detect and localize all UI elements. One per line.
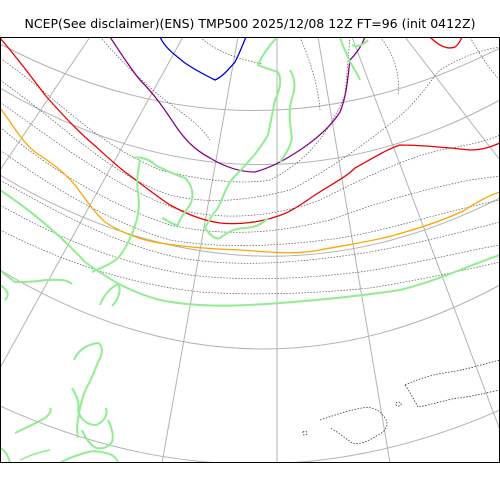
coastlines-green-south — [19, 449, 51, 461]
coastlines-dotted — [302, 359, 500, 444]
isotherm-red — [0, 37, 500, 225]
isotherms-gray — [0, 37, 500, 295]
isotherm-blue — [159, 37, 247, 81]
coastlines-green — [0, 37, 500, 463]
longitude-gridlines — [0, 37, 500, 463]
isotherm-red-ne — [429, 37, 463, 49]
latitude-gridlines — [0, 43, 500, 463]
map-frame — [0, 37, 500, 463]
isotherm-purple — [109, 37, 366, 173]
isotherm-orange — [0, 107, 500, 254]
map-title: NCEP(See disclaimer)(ENS) TMP500 2025/12… — [24, 16, 476, 31]
